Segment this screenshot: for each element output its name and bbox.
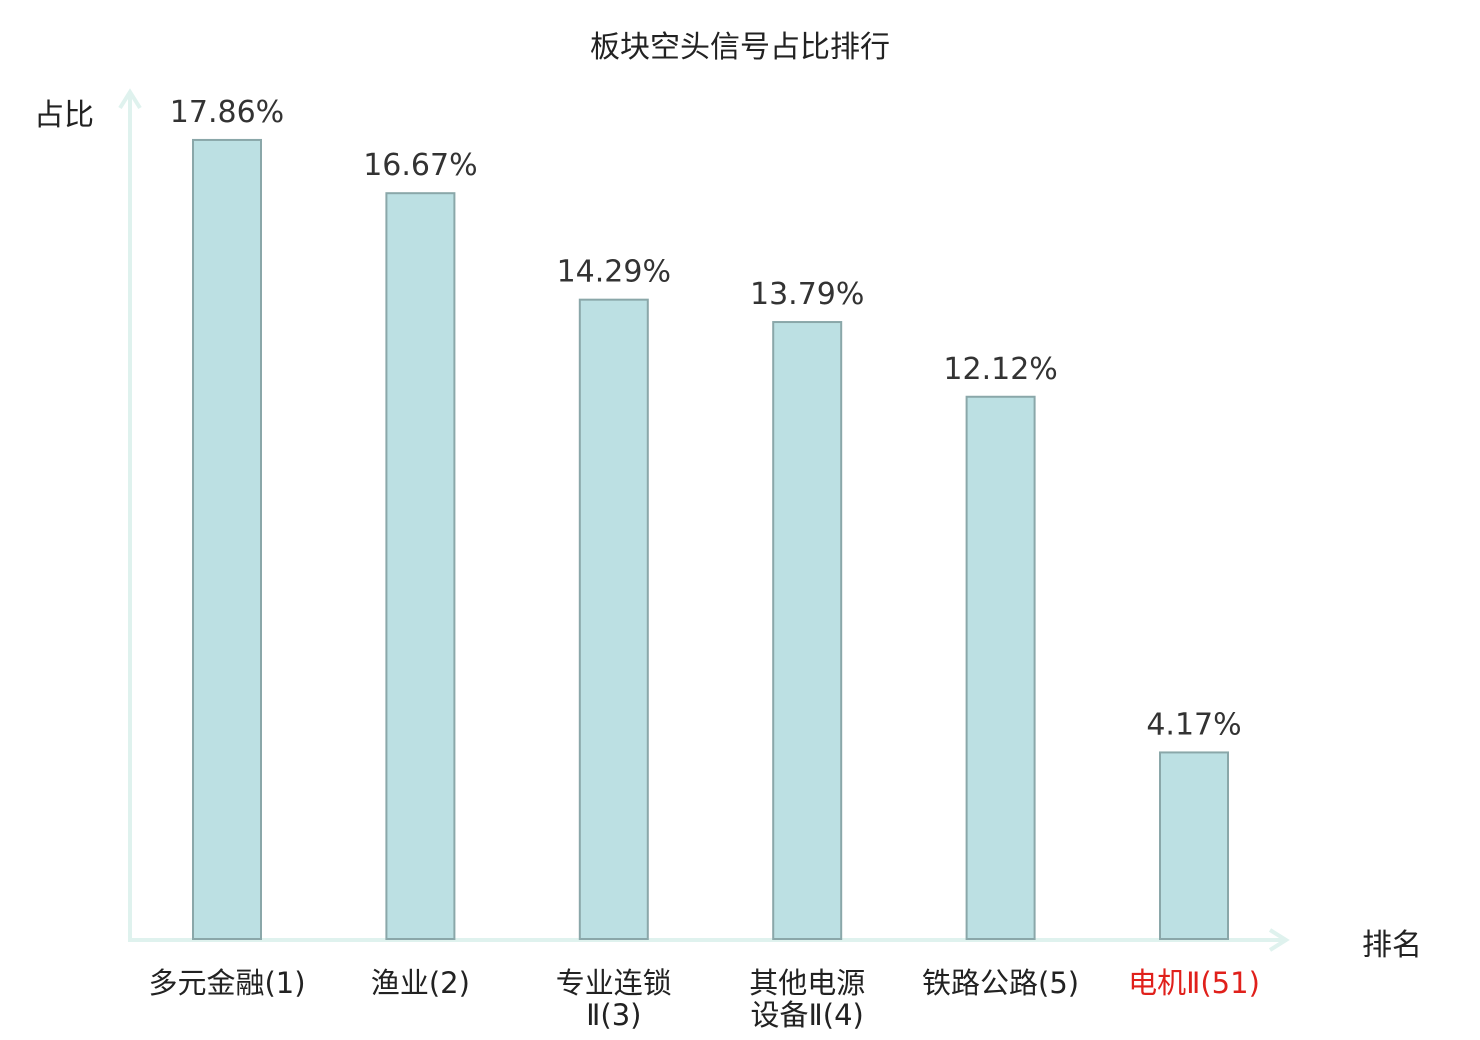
category-label: 铁路公路(5) (922, 966, 1079, 1000)
category-label: 渔业(2) (371, 966, 470, 1000)
bars (192, 138, 1229, 941)
x-axis-label: 排名 (1362, 928, 1422, 963)
chart-title: 板块空头信号占比排行 (590, 30, 890, 65)
bar (385, 192, 456, 940)
axes (118, 88, 1290, 952)
bar (192, 138, 262, 940)
bar (578, 298, 649, 941)
bar-value-label: 14.29% (557, 255, 671, 290)
bar-value-label: 16.67% (363, 148, 477, 183)
bar-value-label: 12.12% (943, 352, 1057, 387)
category-label: Ⅱ(3) (586, 998, 641, 1032)
x-axis-arrow (1268, 928, 1290, 952)
category-label: 其他电源 (749, 966, 865, 1000)
bar (1159, 751, 1229, 940)
bar (965, 395, 1036, 941)
y-axis-label: 占比 (34, 98, 94, 133)
bar-value-label: 17.86% (170, 95, 284, 130)
value-labels: 17.86% 16.67% 14.29% 13.79% 12.12% 4.17% (170, 95, 1242, 742)
bar-value-label: 4.17% (1146, 707, 1241, 742)
bar (772, 321, 843, 940)
y-axis-arrow (118, 88, 142, 110)
category-label: 专业连锁 (556, 966, 672, 1000)
category-label: 设备Ⅱ(4) (751, 998, 864, 1032)
category-label: 电机Ⅱ(51) (1128, 966, 1260, 1000)
bar-value-label: 13.79% (750, 277, 864, 312)
category-label: 多元金融(1) (148, 966, 305, 1000)
